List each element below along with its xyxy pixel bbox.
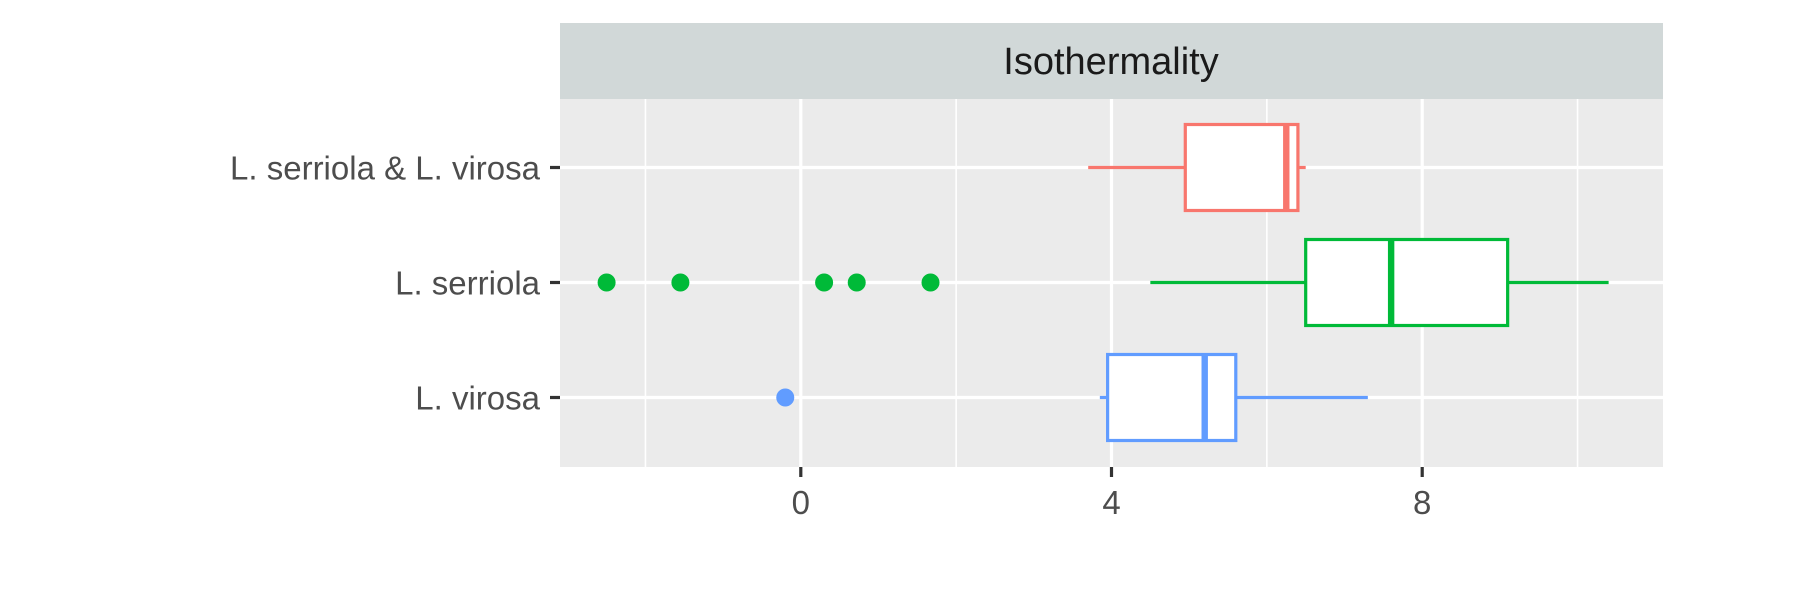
x-tick-label: 0 bbox=[792, 484, 810, 521]
box-group bbox=[597, 237, 1609, 328]
facet-title: Isothermality bbox=[1003, 41, 1218, 83]
box-series bbox=[597, 122, 1609, 443]
outlier-point bbox=[671, 273, 690, 292]
y-axis: L. serriola & L. virosa L. serriola L. vir… bbox=[230, 150, 560, 417]
box-group bbox=[1088, 122, 1306, 213]
box-iqr bbox=[1106, 352, 1238, 443]
facet-strip bbox=[560, 23, 1663, 99]
x-axis: 0 4 8 bbox=[792, 467, 1431, 521]
box-iqr bbox=[1183, 122, 1300, 213]
box-iqr bbox=[1304, 237, 1510, 328]
y-tick-label: L. serriola bbox=[395, 265, 541, 302]
x-tick-label: 4 bbox=[1102, 484, 1120, 521]
outlier-point bbox=[921, 273, 940, 292]
y-tick-label: L. serriola & L. virosa bbox=[230, 150, 541, 187]
outlier-point bbox=[847, 273, 866, 292]
outlier-point bbox=[597, 273, 616, 292]
box-group bbox=[776, 352, 1368, 443]
outlier-point bbox=[815, 273, 834, 292]
outlier-point bbox=[776, 388, 795, 407]
x-tick-label: 8 bbox=[1413, 484, 1431, 521]
y-tick-label: L. virosa bbox=[415, 380, 540, 417]
